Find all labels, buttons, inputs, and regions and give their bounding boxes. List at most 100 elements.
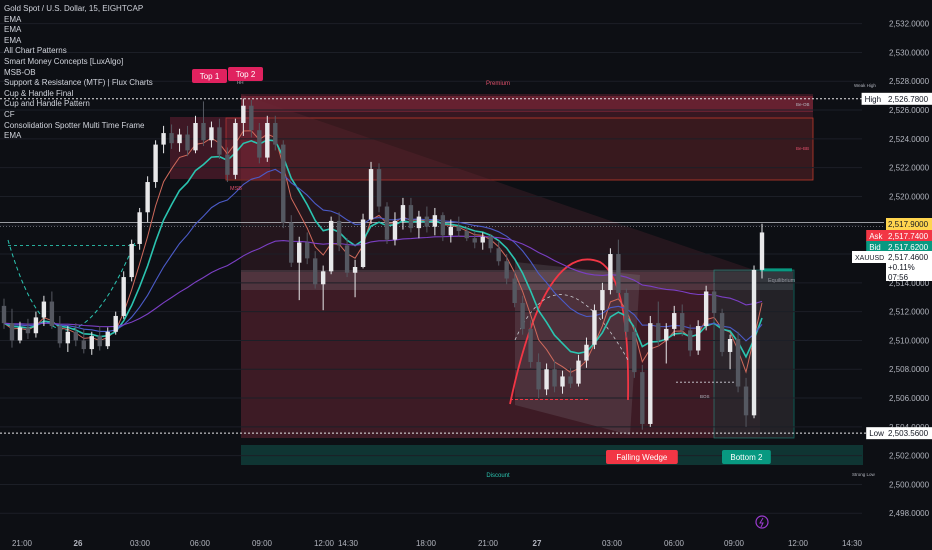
candle-body — [153, 144, 158, 183]
x-tick-label: 26 — [74, 539, 83, 548]
candle-body — [89, 336, 94, 350]
candle-body — [648, 323, 653, 424]
x-tick-label: 21:00 — [12, 539, 33, 548]
candle-body — [472, 238, 477, 243]
candle-body — [113, 315, 118, 332]
x-tick-label: 14:30 — [338, 539, 359, 548]
low-price-tag: Low — [869, 429, 884, 438]
candle-body — [600, 290, 605, 311]
price-labels: High 2,526.7800 Low 2,503.5600 2,517.9000 Ask… — [852, 92, 932, 440]
replay-icon — [755, 515, 769, 529]
indicator-item[interactable]: Cup and Handle Pattern — [4, 99, 90, 109]
candle-body — [73, 331, 79, 341]
candle-body — [624, 292, 629, 332]
y-tick-label: 2,528.0000 — [889, 77, 930, 86]
x-tick-label: 18:00 — [416, 539, 437, 548]
candle-body — [576, 360, 581, 384]
low-price-value: 2,503.5600 — [888, 429, 929, 438]
ema-lines — [3, 130, 763, 374]
candle-body — [241, 105, 246, 123]
candle-body — [1, 305, 7, 324]
indicator-item[interactable]: EMA — [4, 25, 22, 35]
x-tick-label: 12:00 — [788, 539, 809, 548]
candle-body — [121, 277, 126, 316]
x-tick-label: 06:00 — [664, 539, 685, 548]
candle-body — [169, 133, 174, 144]
discount-label: Discount — [486, 473, 510, 479]
y-tick-label: 2,524.0000 — [889, 135, 930, 144]
x-tick-label: 06:00 — [190, 539, 211, 548]
candle-body — [185, 134, 190, 151]
indicator-item[interactable]: EMA — [4, 14, 22, 24]
bear-bb-label: Be-BB — [796, 146, 809, 151]
ask-price-tag: Ask — [869, 232, 883, 241]
candle-body — [568, 376, 573, 384]
candle-body — [137, 212, 142, 244]
y-tick-label: 2,500.0000 — [889, 480, 930, 489]
indicator-item[interactable]: All Chart Patterns — [4, 46, 67, 56]
candle-body — [656, 323, 661, 341]
candle-body — [392, 220, 398, 240]
candle-body — [727, 339, 733, 352]
top-1-label-box — [192, 69, 227, 83]
candle-body — [225, 154, 230, 175]
candle-body — [49, 301, 55, 327]
weak-high-label: Weak High — [854, 83, 876, 88]
wedge-arc — [514, 294, 629, 361]
symbol-change: +0.11% — [888, 263, 915, 272]
indicator-item[interactable]: Support & Resistance (MTF) | Flux Charts — [4, 78, 153, 88]
y-tick-label: 2,522.0000 — [889, 164, 930, 173]
bottom-2-label-box — [722, 450, 771, 464]
candle-body — [448, 226, 454, 236]
y-tick-label: 2,502.0000 — [889, 452, 930, 461]
candle-body — [560, 376, 565, 387]
y-tick-label: 2,510.0000 — [889, 336, 930, 345]
x-tick-label: 09:00 — [252, 539, 273, 548]
ask-price-tag-box — [866, 230, 886, 242]
candle-body — [297, 242, 302, 263]
symbol-tag-box — [852, 251, 886, 263]
indicator-item[interactable]: Smart Money Concepts [LuxAlgo] — [4, 56, 124, 66]
x-axis: 21:00 26 03:00 06:00 09:00 12:00 14:30 18:00 21:… — [12, 539, 863, 548]
indicator-item[interactable]: CF — [4, 109, 15, 119]
candle-body — [233, 123, 238, 175]
candle-body — [616, 254, 621, 293]
symbol-countdown: 07:56 — [888, 273, 909, 282]
candle-body — [488, 236, 493, 249]
candle-body — [496, 248, 501, 262]
indicator-item[interactable]: Cup & Handle Final — [4, 88, 74, 98]
x-tick-label: 12:00 — [314, 539, 335, 548]
cup-and-handle-arc — [7, 239, 137, 331]
candle-body — [608, 254, 613, 291]
candle-body — [57, 326, 63, 344]
y-tick-label: 2,512.0000 — [889, 308, 930, 317]
candle-body — [217, 127, 222, 155]
x-tick-label: 27 — [533, 539, 542, 548]
y-tick-label: 2,526.0000 — [889, 106, 930, 115]
indicator-item[interactable]: MSB-OB — [4, 67, 36, 77]
y-tick-label: 2,520.0000 — [889, 192, 930, 201]
indicator-item[interactable]: EMA — [4, 35, 22, 45]
candle-body — [281, 144, 286, 223]
candle-body — [201, 123, 206, 141]
high-price-value-box — [886, 92, 932, 105]
indicator-item[interactable]: Consolidation Spotter Multi Time Frame — [4, 120, 145, 130]
candle-body — [193, 123, 198, 151]
candle-body — [424, 216, 430, 227]
top-1-label: Top 1 — [200, 72, 220, 81]
candle-body — [592, 310, 597, 345]
candle-body — [664, 328, 669, 341]
candle-body — [360, 219, 366, 267]
bid-price-tag: Bid — [869, 243, 881, 252]
candle-body — [352, 267, 358, 273]
candle-body — [536, 362, 541, 390]
candle-body — [257, 130, 262, 158]
low-price-tag-box — [866, 427, 886, 440]
ema-line — [3, 235, 763, 328]
candle-body — [376, 169, 382, 207]
candle-body — [520, 303, 525, 329]
y-tick-label: 2,498.0000 — [889, 509, 930, 518]
candle-body — [328, 220, 334, 272]
indicator-item[interactable]: EMA — [4, 131, 22, 141]
